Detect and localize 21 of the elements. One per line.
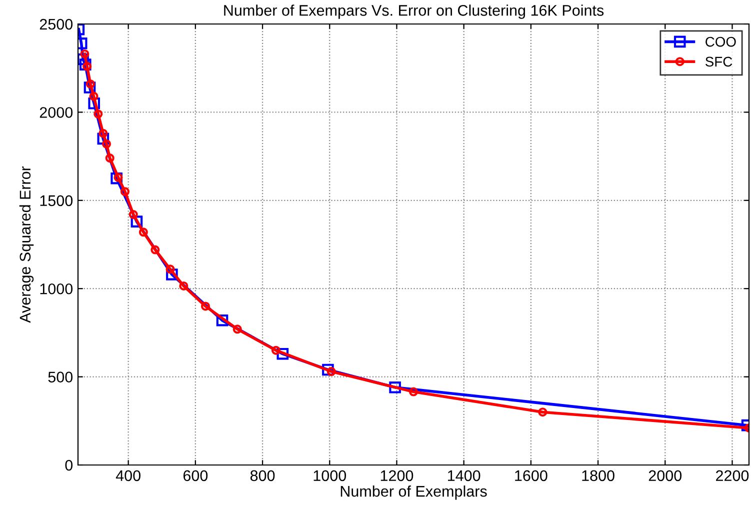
x-tick-label: 1000: [314, 470, 346, 482]
y-tick-label: 2000: [40, 107, 73, 118]
x-tick-label: 1400: [448, 470, 480, 482]
y-tick-label: 0: [65, 460, 73, 471]
y-tick-label: 1500: [40, 195, 73, 206]
x-tick-label: 600: [183, 470, 208, 482]
legend-label: SFC: [705, 56, 732, 67]
x-tick-label: 1200: [380, 470, 414, 482]
x-tick-label: 800: [250, 470, 275, 482]
y-axis-title: Average Squared Error: [19, 166, 34, 323]
x-tick-label: 2200: [716, 470, 749, 482]
x-tick-label: 400: [116, 470, 140, 482]
chart-title: Number of Exempars Vs. Error on Clustering 16K Points: [224, 4, 604, 19]
x-tick-label: 1800: [582, 470, 614, 482]
y-tick-label: 1000: [40, 283, 73, 294]
legend-label: COO: [706, 36, 736, 47]
y-tick-label: 2500: [40, 18, 73, 30]
x-tick-label: 1600: [515, 470, 548, 482]
y-tick-label: 500: [48, 372, 73, 382]
x-tick-label: 2000: [648, 470, 682, 482]
x-axis-title: Number of Exemplars: [340, 485, 487, 500]
